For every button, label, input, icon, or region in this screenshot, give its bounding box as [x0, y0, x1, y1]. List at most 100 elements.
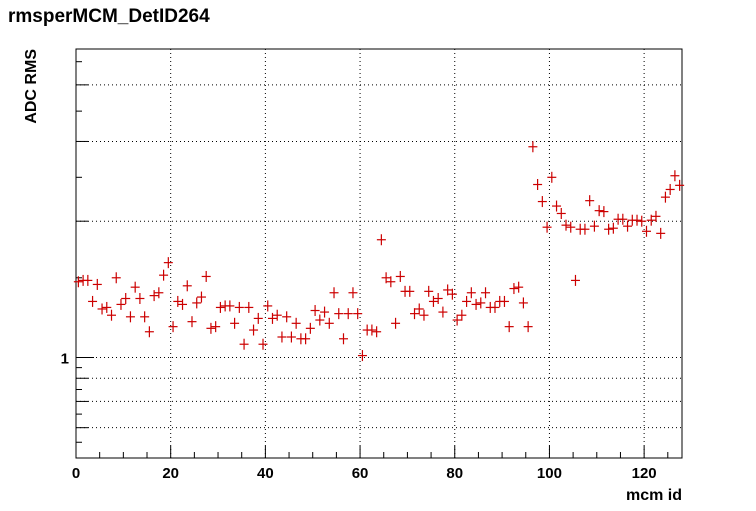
data-point [405, 285, 415, 297]
data-point [83, 274, 93, 286]
x-tick-label: 120 [632, 465, 657, 482]
data-point [452, 314, 462, 326]
data-point [125, 311, 135, 323]
data-point [608, 222, 618, 234]
data-point [514, 281, 524, 293]
plot-frame [75, 48, 683, 459]
data-point [173, 295, 183, 307]
data-point [552, 200, 562, 212]
data-point [154, 287, 164, 299]
data-point [211, 321, 221, 333]
data-point [116, 298, 126, 310]
data-point [447, 288, 457, 300]
x-tick-label: 0 [72, 465, 80, 482]
data-point [632, 214, 642, 226]
data-point [111, 272, 121, 284]
data-point [282, 311, 292, 323]
data-point [623, 220, 633, 232]
data-point [656, 227, 666, 239]
data-point [291, 317, 301, 329]
data-point [646, 214, 656, 226]
data-point [476, 297, 486, 309]
data-point [537, 196, 547, 208]
data-point [376, 234, 386, 246]
data-point [144, 326, 154, 338]
data-point [343, 308, 353, 320]
data-point [580, 223, 590, 235]
chart-title: rmsperMCM_DetID264 [8, 6, 210, 27]
data-point [348, 287, 358, 299]
data-point [168, 321, 178, 333]
data-point [547, 171, 557, 183]
data-point [381, 272, 391, 284]
data-point [651, 210, 661, 222]
data-point [135, 293, 145, 305]
data-point [570, 274, 580, 286]
data-point [490, 301, 500, 313]
data-point [462, 295, 472, 307]
x-tick-label: 100 [537, 465, 562, 482]
data-point [73, 276, 83, 288]
data-point [585, 195, 595, 207]
data-point [92, 278, 102, 290]
data-point [192, 297, 202, 309]
data-point [428, 295, 438, 307]
data-point [258, 338, 268, 350]
data-point [267, 312, 277, 324]
data-point [230, 317, 240, 329]
data-point [102, 301, 112, 313]
data-point [324, 317, 334, 329]
data-point [481, 287, 491, 299]
data-point [357, 350, 367, 362]
data-point [499, 295, 509, 307]
ticks-layer: 0 20 40 60 80 100 120 1 [61, 61, 669, 482]
data-point [163, 257, 173, 269]
x-tick-label: 20 [162, 465, 179, 482]
data-point [206, 322, 216, 334]
data-point [561, 219, 571, 231]
data-point [443, 284, 453, 296]
data-point [367, 324, 377, 336]
data-point [201, 270, 211, 282]
data-point [272, 309, 282, 321]
data-point [320, 306, 330, 318]
data-point [670, 170, 680, 182]
y-axis-label: ADC RMS [23, 49, 40, 124]
data-point [618, 213, 628, 225]
data-point [433, 293, 443, 305]
data-point [466, 287, 476, 299]
data-point [528, 141, 538, 153]
data-point [533, 179, 543, 191]
data-point [286, 331, 296, 343]
data-point [121, 293, 131, 305]
data-point [107, 309, 117, 321]
y-tick-label: 1 [61, 351, 69, 368]
data-point [196, 291, 206, 303]
data-point [566, 221, 576, 233]
data-point [457, 309, 467, 321]
data-point [504, 321, 514, 333]
data-point [675, 179, 685, 191]
data-point [334, 308, 344, 320]
data-point [159, 269, 169, 281]
data-point [315, 314, 325, 326]
data-point [604, 223, 614, 235]
data-point [386, 276, 396, 288]
data-point [395, 270, 405, 282]
x-axis-label: mcm id [626, 487, 682, 504]
data-point [599, 206, 609, 218]
data-point [542, 221, 552, 233]
data-point [310, 305, 320, 317]
x-tick-label: 80 [446, 465, 463, 482]
x-tick-label: 40 [257, 465, 274, 482]
data-point [187, 316, 197, 328]
data-point [665, 183, 675, 195]
data-point [660, 191, 670, 203]
data-point [589, 220, 599, 232]
data-point [410, 308, 420, 320]
data-point [249, 324, 259, 336]
data-point [140, 311, 150, 323]
data-point [556, 207, 566, 219]
